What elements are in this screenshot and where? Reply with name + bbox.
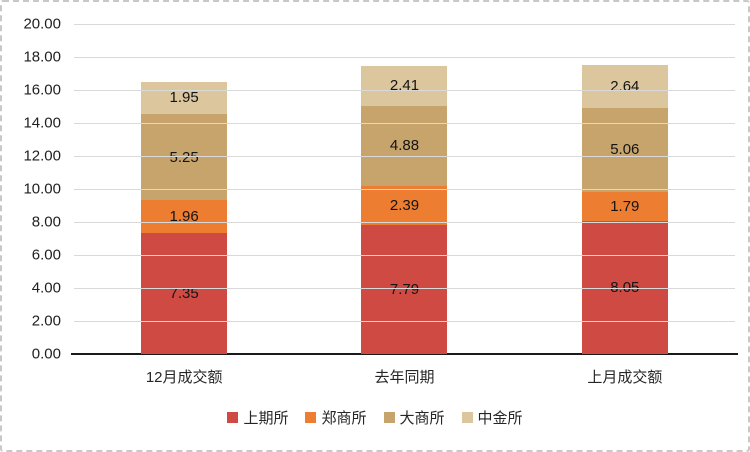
bar-segment[interactable]: 5.25 <box>141 113 228 201</box>
bars-row: 7.35 1.96 5.25 1.95 7.79 2.39 4.88 2.41 8.05 1.79… <box>74 24 735 354</box>
gridline <box>74 288 735 289</box>
data-label: 5.06 <box>610 141 640 159</box>
legend-item[interactable]: 郑商所 <box>305 407 367 428</box>
gridline <box>74 123 735 124</box>
bar-segment[interactable]: 5.06 <box>581 108 668 192</box>
bar-stack: 8.05 1.79 5.06 2.64 <box>581 64 668 354</box>
legend-label: 大商所 <box>399 410 445 427</box>
bar-segment[interactable]: 2.39 <box>361 186 448 226</box>
legend-item[interactable]: 中金所 <box>461 407 523 428</box>
bar-stack: 7.79 2.39 4.88 2.41 <box>361 65 448 354</box>
legend-item[interactable]: 上期所 <box>227 407 288 428</box>
data-label: 1.96 <box>169 208 199 226</box>
gridline <box>74 222 735 223</box>
bar-stack: 7.35 1.96 5.25 1.95 <box>141 81 228 354</box>
legend-swatch-icon <box>227 412 239 423</box>
bar-segment[interactable]: 2.41 <box>361 65 448 106</box>
data-label: 4.88 <box>389 137 420 155</box>
gridline <box>74 255 735 256</box>
bar-segment[interactable]: 1.96 <box>141 200 228 233</box>
y-axis-tick-label: 8.00 <box>31 213 61 231</box>
legend: 上期所 郑商所 大商所 中金所 <box>2 407 748 428</box>
data-label: 8.05 <box>610 279 640 297</box>
bar-segment[interactable]: 8.05 <box>581 221 668 354</box>
x-axis-line <box>71 353 738 355</box>
legend-label: 中金所 <box>477 410 523 427</box>
category-label: 去年同期 <box>374 369 435 386</box>
y-axis-tick-label: 6.00 <box>31 246 61 264</box>
y-axis-tick-label: 2.00 <box>31 312 61 330</box>
data-label: 5.25 <box>169 148 199 166</box>
y-axis-tick-label: 18.00 <box>23 48 61 66</box>
legend-swatch-icon <box>383 412 395 423</box>
legend-swatch-icon <box>305 412 317 423</box>
data-label: 2.41 <box>389 77 420 95</box>
bar-segment[interactable]: 2.64 <box>581 64 668 109</box>
bar-segment[interactable]: 1.79 <box>581 191 668 222</box>
data-label: 2.39 <box>389 197 420 215</box>
bar-segment[interactable]: 1.95 <box>141 81 228 114</box>
x-axis-labels: 12月成交额 去年同期 上月成交额 <box>74 366 735 387</box>
plot-area: 7.35 1.96 5.25 1.95 7.79 2.39 4.88 2.41 8.05 1.79… <box>23 16 738 363</box>
gridline <box>74 156 735 157</box>
gridline <box>74 321 735 322</box>
gridline <box>74 24 735 25</box>
category-label: 12月成交额 <box>145 369 223 386</box>
legend-swatch-icon <box>461 412 473 423</box>
y-axis-tick-label: 16.00 <box>23 81 61 99</box>
data-label: 1.79 <box>610 197 640 215</box>
data-label: 1.95 <box>169 89 199 107</box>
legend-item[interactable]: 大商所 <box>383 407 445 428</box>
bar-segment[interactable]: 4.88 <box>361 105 448 187</box>
bar-slot: 7.79 2.39 4.88 2.41 <box>294 24 514 354</box>
y-axis-tick-label: 4.00 <box>31 279 61 297</box>
gridline <box>74 57 735 58</box>
category-label: 上月成交额 <box>587 369 663 386</box>
bar-slot: 7.35 1.96 5.25 1.95 <box>74 24 294 354</box>
legend-label: 郑商所 <box>321 410 367 427</box>
legend-label: 上期所 <box>243 410 289 427</box>
y-axis-tick-label: 14.00 <box>23 114 61 132</box>
bar-slot: 8.05 1.79 5.06 2.64 <box>515 24 735 354</box>
y-axis-tick-label: 10.00 <box>23 180 61 198</box>
bar-segment[interactable]: 7.79 <box>361 225 448 354</box>
gridline <box>74 189 735 190</box>
data-label: 7.35 <box>169 284 199 302</box>
data-label: 7.79 <box>389 281 420 299</box>
gridline <box>74 90 735 91</box>
y-axis-tick-label: 12.00 <box>23 147 61 165</box>
y-axis-tick-label: 20.00 <box>23 15 61 33</box>
y-axis-tick-label: 0.00 <box>31 345 61 363</box>
data-label: 2.64 <box>610 77 640 95</box>
bar-segment[interactable]: 7.35 <box>141 232 228 354</box>
